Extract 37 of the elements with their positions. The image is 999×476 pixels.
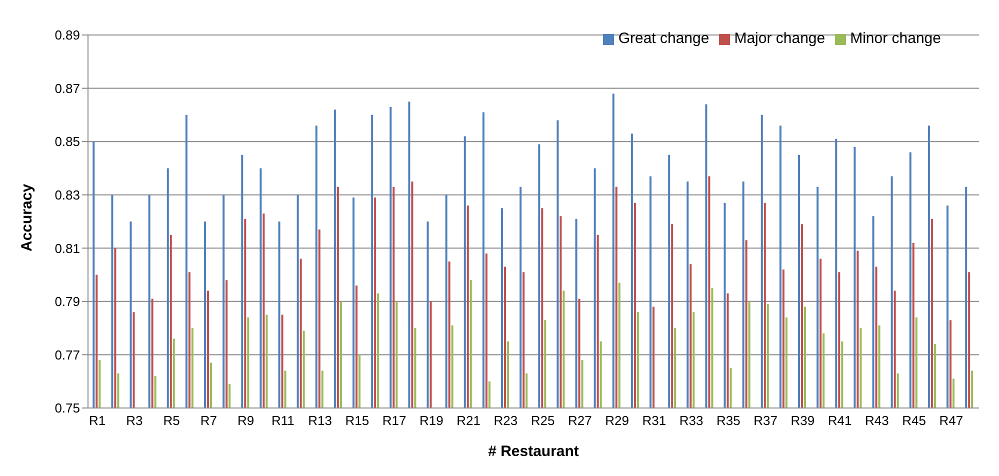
x-axis-title: # Restaurant	[488, 443, 579, 460]
x-tick-label: R19	[419, 413, 444, 428]
x-tick-label: R31	[642, 413, 666, 428]
y-tick-label: 0.81	[54, 240, 80, 256]
x-tick-label: R39	[790, 413, 815, 428]
y-axis-title: Accuracy	[18, 183, 36, 252]
x-tick-label: R17	[382, 413, 406, 428]
legend-label: Great change	[618, 30, 710, 47]
x-tick-label: R27	[568, 413, 592, 428]
y-tick-label: 0.77	[54, 347, 80, 362]
x-tick-label: R9	[237, 413, 254, 428]
x-tick-label: R5	[163, 413, 180, 428]
y-tick-label: 0.75	[54, 400, 80, 416]
x-tick-label: R37	[754, 413, 778, 428]
x-tick-label: R7	[200, 413, 217, 428]
y-tick-label: 0.83	[54, 187, 80, 202]
x-tick-label: R45	[902, 413, 926, 428]
y-tick-label: 0.79	[54, 294, 80, 310]
x-tick-label: R23	[494, 413, 518, 428]
x-tick-label: R1	[88, 413, 106, 428]
x-tick-label: R43	[864, 413, 889, 428]
x-tick-label: R15	[345, 413, 370, 428]
x-tick-label: R21	[456, 413, 480, 428]
x-tick-label: R35	[716, 413, 740, 428]
y-tick-label: 0.89	[54, 28, 80, 43]
x-tick-label: R33	[679, 413, 704, 428]
x-tick-label: R11	[271, 413, 294, 428]
y-tick-label: 0.85	[54, 134, 80, 150]
legend-label: Minor change	[850, 30, 941, 47]
x-tick-label: R25	[530, 413, 555, 428]
x-tick-label: R13	[308, 413, 332, 428]
x-tick-label: R29	[605, 413, 629, 428]
x-tick-label: R41	[828, 413, 852, 428]
y-tick-label: 0.87	[54, 80, 80, 96]
x-tick-label: R47	[939, 413, 964, 428]
x-tick-label: R3	[126, 413, 143, 428]
legend-label: Major change	[734, 30, 826, 47]
